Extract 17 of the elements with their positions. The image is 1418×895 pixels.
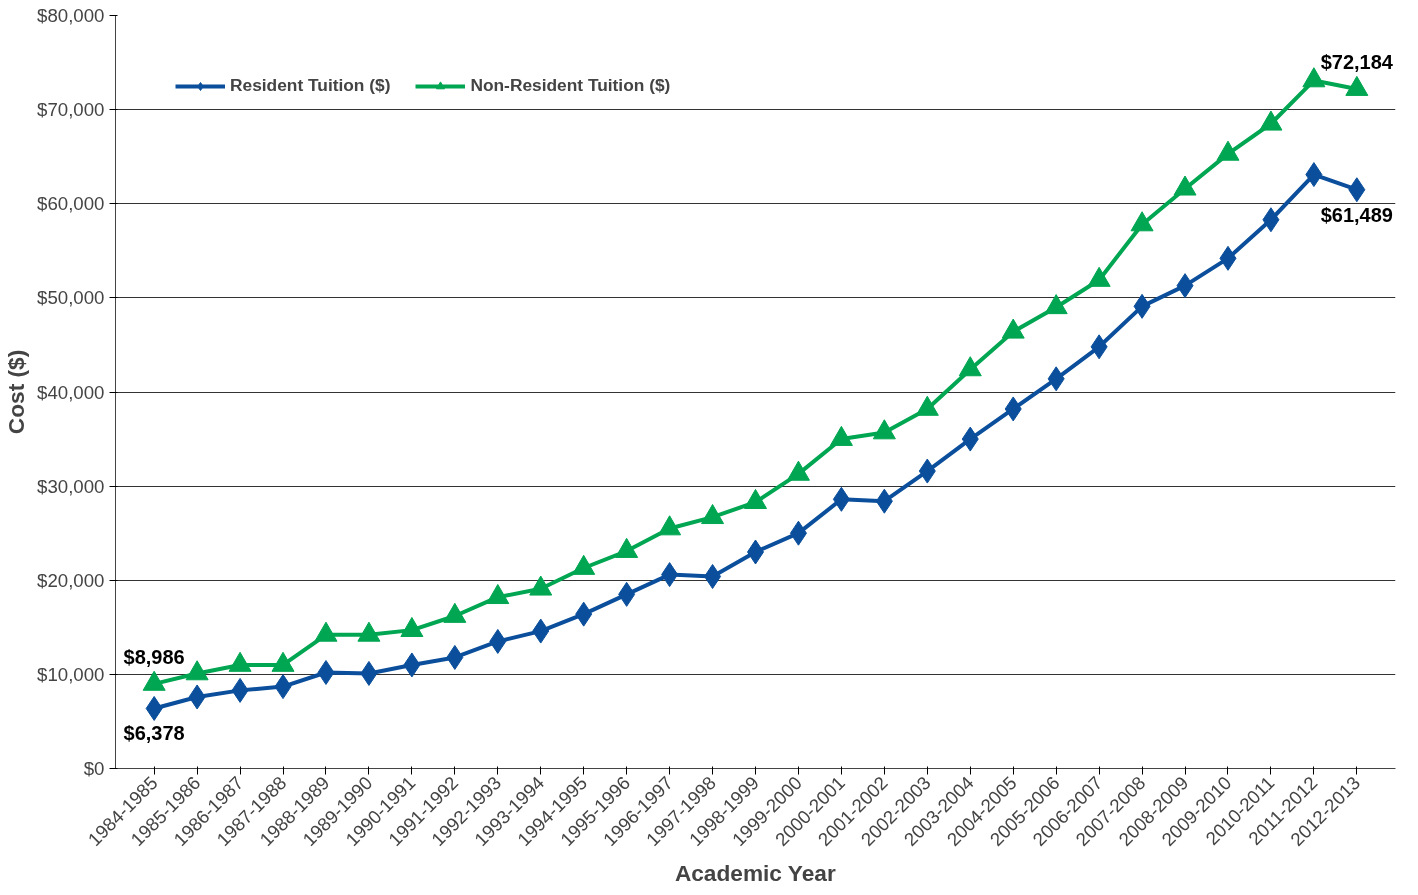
y-tick-label: $80,000 [37,5,105,26]
y-tick-label: $20,000 [37,569,105,591]
data-label: $72,184 [1320,51,1394,74]
y-tick-label: $70,000 [37,99,105,121]
y-tick-label: $60,000 [37,193,105,215]
data-label: $61,489 [1320,203,1393,226]
y-tick-label: $10,000 [37,663,105,685]
data-label: $6,378 [123,722,185,745]
x-axis-title: Academic Year [674,859,836,886]
y-tick-label: $50,000 [37,287,105,309]
data-label: $8,986 [123,645,185,668]
y-tick-label: $0 [83,758,105,779]
y-axis-title: Cost ($) [3,349,30,435]
y-tick-label: $30,000 [37,475,105,497]
legend-label: Non-Resident Tuition ($) [470,75,671,96]
y-tick-label: $40,000 [37,381,105,403]
legend-label: Resident Tuition ($) [230,75,391,96]
